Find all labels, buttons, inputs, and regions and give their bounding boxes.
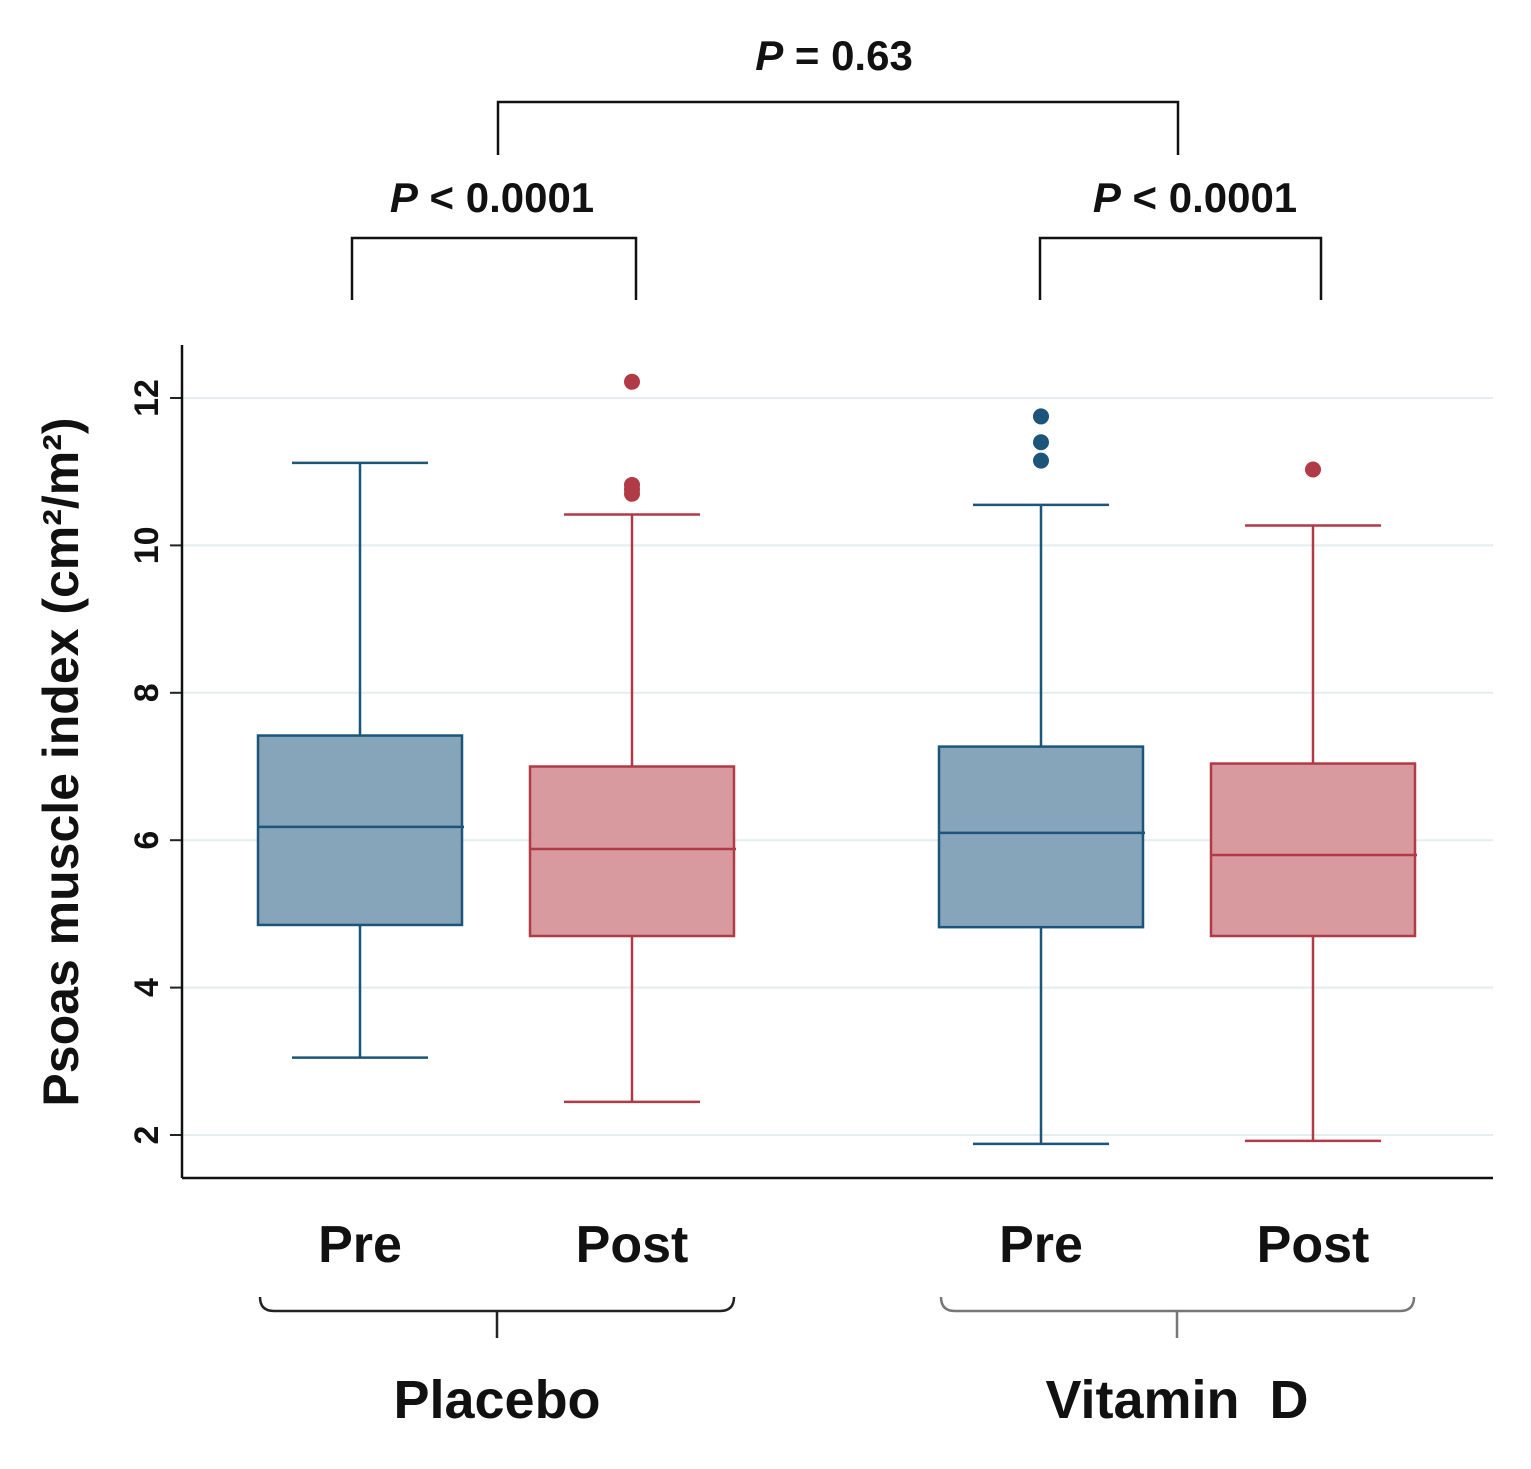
x-label-placebo-post: Post: [576, 1216, 689, 1274]
pvalue-italic-vitd-pre-post: P: [1093, 174, 1122, 221]
pvalue-text-vitd-pre-post: < 0.0001: [1121, 174, 1297, 221]
box-placebo-pre-iqr-box: [256, 734, 464, 927]
box-placebo-post-iqr-box: [528, 765, 736, 938]
box-plots: [256, 373, 1417, 1146]
category-labels: Pre Post Pre Post Placebo Vitamin D: [258, 1216, 1416, 1430]
axes: [180, 345, 1493, 1180]
y-axis-label: Psoas muscle index (cm²/m²): [33, 417, 89, 1106]
y-tick-label-4: 4: [128, 978, 166, 997]
box-vitamin-d-pre-outlier-1: [1033, 434, 1049, 451]
pvalue-text-placebo-pre-post: < 0.0001: [418, 174, 594, 221]
box-vitamin-d-pre-iqr-box: [937, 745, 1145, 929]
box-vitamin-d-post-outlier-0: [1305, 461, 1321, 478]
box-vitamin-d-pre-outlier-2: [1033, 452, 1049, 469]
pvalue-italic-placebo-pre-post: P: [390, 174, 419, 221]
x-label-placebo-pre: Pre: [318, 1216, 402, 1274]
pvalue-vitd-pre-post: P < 0.0001: [1093, 174, 1297, 221]
box-placebo-post-outlier-3: [624, 485, 640, 502]
pvalue-between-groups: P = 0.63: [755, 32, 913, 79]
y-axis-ticks: 2 4 6 8 10 12: [128, 379, 182, 1144]
group-brace-vitamin-d: [939, 1296, 1416, 1313]
x-label-vitamin-d-post: Post: [1257, 1216, 1370, 1274]
bracket-between-groups: [496, 100, 1180, 155]
bracket-vitd-pre-post: [1038, 236, 1323, 300]
y-tick-label-8: 8: [128, 683, 166, 702]
pvalue-italic-between-groups: P: [755, 32, 784, 79]
group-label-placebo: Placebo: [393, 1370, 600, 1430]
bracket-placebo-pre-post: [350, 236, 638, 300]
y-tick-label-2: 2: [128, 1126, 166, 1145]
y-tick-label-10: 10: [128, 526, 166, 564]
group-brace-placebo: [258, 1296, 736, 1313]
group-label-vitamin-d: Vitamin D: [1045, 1370, 1308, 1430]
x-label-vitamin-d-pre: Pre: [999, 1216, 1083, 1274]
box-vitamin-d-pre-outlier-0: [1033, 408, 1049, 425]
pvalue-placebo-pre-post: P < 0.0001: [390, 174, 594, 221]
box-vitamin-d-post-iqr-box: [1209, 762, 1417, 938]
pvalue-text-between-groups: = 0.63: [783, 32, 913, 79]
y-tick-label-12: 12: [128, 379, 166, 417]
y-tick-label-6: 6: [128, 831, 166, 850]
box-placebo-post-outlier-0: [624, 373, 640, 390]
